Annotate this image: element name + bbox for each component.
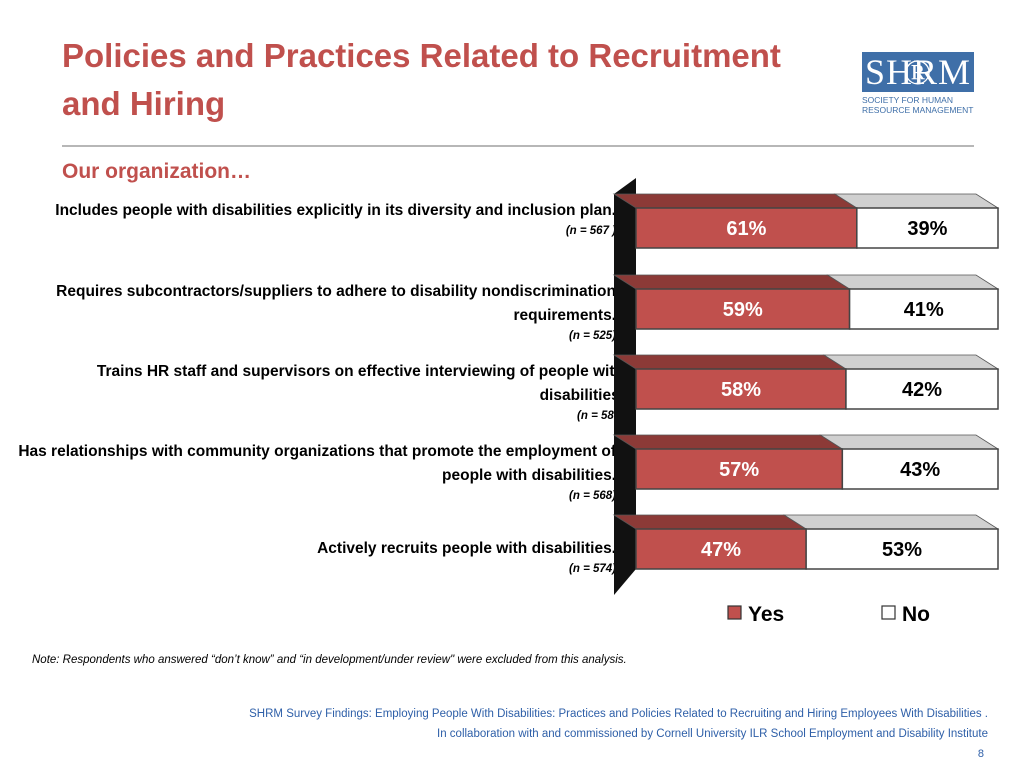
- data-label-no-1: 39%: [907, 218, 947, 240]
- category-sample-size: (n = 567 ): [565, 225, 616, 237]
- page-number: 8: [977, 748, 984, 760]
- bar-depth-no-5: [782, 514, 1000, 530]
- category-text: Includes people with disabilities explic…: [55, 202, 616, 219]
- data-label-no-4: 43%: [900, 459, 940, 481]
- shrm-logo: SHRM ® SOCIETY FOR HUMAN RESOURCE MANAGE…: [862, 52, 977, 122]
- category-text: Trains HR staff and supervisors on effec…: [96, 363, 624, 404]
- category-sample-size: (n = 525): [569, 330, 616, 342]
- slide-subtitle: Our organization…: [62, 160, 251, 183]
- category-label: Has relationships with community organiz…: [16, 440, 616, 504]
- logo-mark-text: SHRM: [864, 52, 972, 92]
- source-citation: SHRM Survey Findings: Employing People W…: [249, 704, 988, 744]
- category-label: Requires subcontractors/suppliers to adh…: [16, 280, 616, 344]
- bar-depth-yes-3: [612, 354, 848, 370]
- data-label-no-3: 42%: [902, 379, 942, 401]
- bar-depth-no-4: [818, 434, 1000, 450]
- category-label: Trains HR staff and supervisors on effec…: [24, 360, 624, 424]
- category-label: Actively recruits people with disabiliti…: [16, 537, 616, 577]
- title-divider: [62, 145, 974, 147]
- data-label-yes-2: 59%: [723, 299, 763, 321]
- bar-yes-1: [635, 207, 858, 249]
- bar-depth-yes-4: [612, 434, 844, 450]
- data-label-no-2: 41%: [904, 299, 944, 321]
- bar-yes-2: [635, 288, 851, 330]
- chart-back-wall: [614, 178, 636, 595]
- category-sample-size: (n = 574): [569, 563, 616, 575]
- footnote: Note: Respondents who answered “don’t kn…: [32, 654, 627, 666]
- legend-swatch-no: [881, 605, 896, 620]
- bar-depth-no-1: [833, 193, 1000, 209]
- slide-title: Policies and Practices Related to Recrui…: [62, 37, 781, 122]
- category-label: Includes people with disabilities explic…: [16, 199, 616, 239]
- legend-label-yes: Yes: [748, 603, 784, 626]
- logo-line-1: SOCIETY FOR HUMAN: [862, 95, 953, 105]
- bar-yes-5: [635, 528, 807, 570]
- source-line-2: In collaboration with and commissioned b…: [437, 728, 988, 740]
- bar-no-5: [805, 528, 999, 570]
- legend-label-no: No: [902, 603, 930, 626]
- logo-tagline: SOCIETY FOR HUMAN RESOURCE MANAGEMENT: [862, 95, 977, 115]
- data-label-yes-3: 58%: [721, 379, 761, 401]
- bar-no-2: [848, 288, 999, 330]
- bar-depth-no-2: [826, 274, 1000, 290]
- logo-line-2: RESOURCE MANAGEMENT: [862, 105, 974, 115]
- data-label-yes-5: 47%: [701, 539, 741, 561]
- bar-no-3: [845, 368, 999, 410]
- bar-no-1: [856, 207, 999, 249]
- category-sample-size: (n = 580): [577, 410, 624, 422]
- logo-registered: ®: [903, 52, 933, 92]
- bar-depth-yes-1: [612, 193, 859, 209]
- data-label-yes-4: 57%: [719, 459, 759, 481]
- legend-swatch-yes: [727, 605, 742, 620]
- category-text: Actively recruits people with disabiliti…: [317, 540, 616, 557]
- data-label-yes-1: 61%: [726, 218, 766, 240]
- data-label-no-5: 53%: [882, 539, 922, 561]
- bar-depth-no-3: [822, 354, 1000, 370]
- bar-depth-yes-2: [612, 274, 851, 290]
- bar-no-4: [841, 448, 999, 490]
- category-text: Requires subcontractors/suppliers to adh…: [56, 283, 616, 324]
- source-line-1: SHRM Survey Findings: Employing People W…: [249, 708, 988, 720]
- category-text: Has relationships with community organiz…: [18, 443, 616, 484]
- category-sample-size: (n = 568): [569, 490, 616, 502]
- logo-mark: SHRM ®: [862, 52, 974, 92]
- bar-depth-yes-5: [612, 514, 808, 530]
